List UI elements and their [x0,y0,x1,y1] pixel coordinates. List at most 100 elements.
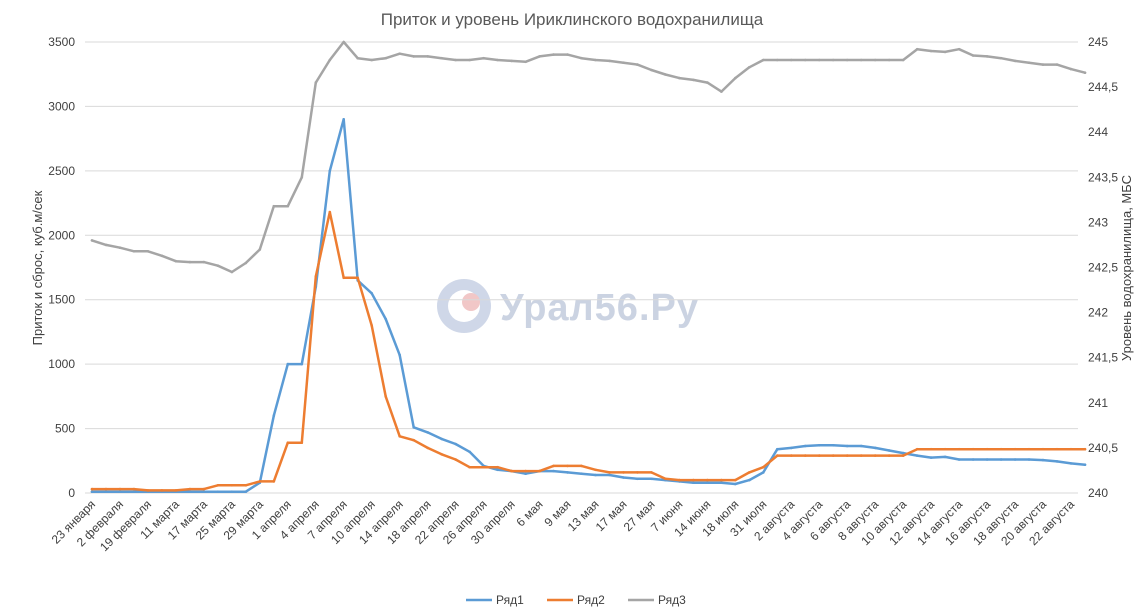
data-point [859,454,863,457]
data-point [594,468,597,472]
data-point [258,248,262,251]
data-point [636,477,639,481]
data-point [230,270,234,274]
data-point [90,239,94,242]
data-point [370,58,374,62]
data-point [859,444,863,448]
data-point [957,458,961,461]
y2-axis-ticks: 240 240,5 241 241,5 242 242,5 243 243,5 244 244,5… [1088,35,1118,500]
data-point [957,447,961,451]
data-point [622,476,625,479]
data-point [580,464,583,468]
data-point [398,353,402,357]
data-point [468,465,471,469]
data-point [552,469,555,473]
data-point [132,487,136,491]
data-point [384,317,388,321]
data-point [720,481,723,485]
data-point [426,431,430,434]
data-point [692,78,695,82]
data-point [985,55,989,58]
data-point [272,204,276,208]
data-point [818,444,821,447]
data-point [636,471,639,474]
data-point [999,458,1003,461]
data-point [971,458,975,461]
data-point [776,447,779,451]
data-point [552,464,555,468]
data-point [831,454,835,457]
data-point [300,441,304,445]
data-point [594,58,597,62]
data-point [887,58,891,62]
y-tick-label: 2500 [48,164,75,178]
data-point [90,487,94,491]
data-point [370,292,374,295]
data-point [552,53,555,56]
data-point [608,59,611,63]
data-point [1041,458,1045,462]
data-point [398,435,402,438]
data-point [566,471,569,474]
data-point [873,58,877,62]
data-point [188,490,192,494]
data-point [915,47,919,51]
y2-tick-label: 243 [1088,215,1108,229]
data-point [622,61,625,64]
y-tick-label: 1000 [48,357,75,371]
data-point [734,482,737,486]
data-point [286,204,290,208]
y2-tick-label: 240 [1088,486,1108,500]
legend-label: Ряд3 [658,593,686,607]
data-point [901,454,905,457]
data-point [1013,447,1017,451]
data-point [664,477,667,481]
y-tick-label: 500 [55,422,75,436]
y-tick-label: 1500 [48,293,75,307]
data-point [818,454,821,457]
data-point [510,469,513,473]
series-points-2 [90,210,1087,492]
data-point [943,455,947,459]
data-point [776,58,779,62]
watermark-logo [437,279,491,333]
data-point [1027,458,1031,461]
data-point [174,489,178,492]
data-point [174,259,178,263]
data-point [202,260,206,264]
data-point [818,58,821,62]
data-point [1041,447,1045,451]
data-point [1055,63,1059,66]
data-point [244,261,248,265]
data-point [244,484,248,487]
data-point [985,458,989,461]
data-point [1069,67,1073,71]
data-point [943,447,947,451]
data-point [342,40,346,44]
data-point [1055,460,1059,463]
data-point [454,458,457,461]
data-point [804,444,807,448]
data-point [915,454,919,457]
data-point [188,260,192,264]
y-tick-label: 2000 [48,228,75,242]
series-line-2 [90,210,1087,492]
data-point [720,90,723,93]
y2-tick-label: 241,5 [1088,351,1118,365]
data-point [300,176,304,179]
data-point [608,473,611,477]
data-point [804,454,807,457]
data-point [734,478,737,482]
series-points-3 [90,40,1087,274]
data-point [538,55,541,58]
data-point [356,276,360,280]
data-point [580,56,583,60]
data-point [985,447,989,451]
data-point [720,478,723,482]
data-point [1013,59,1017,63]
data-point [440,453,443,456]
data-point [454,58,457,62]
data-point [706,81,709,84]
data-point [790,58,793,62]
